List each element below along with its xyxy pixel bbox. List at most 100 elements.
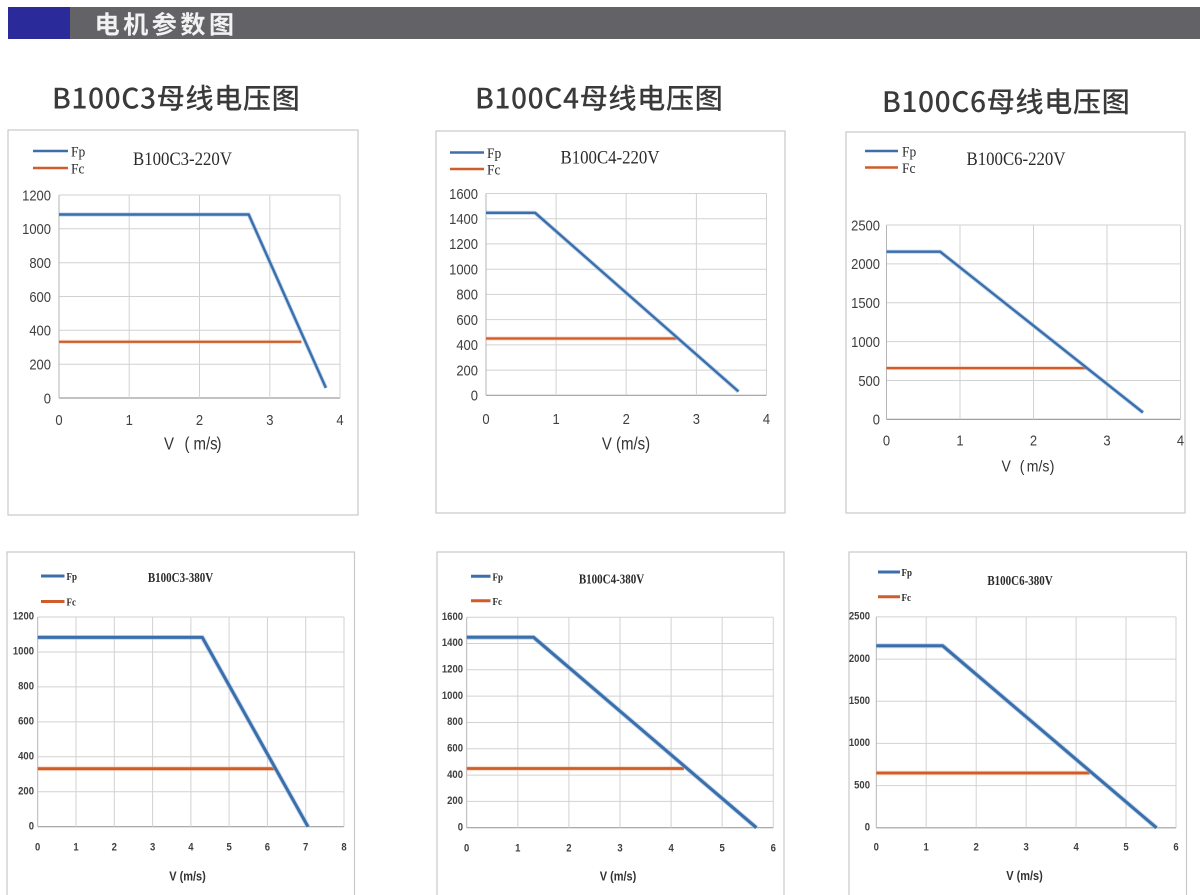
svg-text:600: 600 <box>447 743 463 755</box>
svg-text:(: ( <box>1020 458 1025 476</box>
svg-text:6: 6 <box>265 842 270 854</box>
svg-text:0: 0 <box>865 822 870 834</box>
svg-text:5: 5 <box>1123 842 1128 854</box>
svg-text:4: 4 <box>1073 842 1078 854</box>
svg-text:1400: 1400 <box>449 210 478 227</box>
svg-text:1400: 1400 <box>442 638 463 650</box>
svg-text:Fc: Fc <box>902 161 915 178</box>
svg-text:800: 800 <box>29 254 51 271</box>
svg-text:500: 500 <box>858 372 880 389</box>
svg-text:1: 1 <box>515 843 520 855</box>
svg-text:Fp: Fp <box>493 572 504 584</box>
svg-text:1000: 1000 <box>851 333 880 350</box>
svg-text:B100C4-220V: B100C4-220V <box>561 146 660 167</box>
svg-text:Fp: Fp <box>487 146 501 163</box>
svg-text:m/s: m/s <box>194 435 218 454</box>
svg-text:V (m/s): V (m/s) <box>169 868 206 883</box>
svg-text:4: 4 <box>188 842 193 854</box>
svg-text:8: 8 <box>341 842 346 854</box>
svg-text:1000: 1000 <box>442 690 463 702</box>
svg-text:Fc: Fc <box>493 596 503 608</box>
svg-text:7: 7 <box>303 842 308 854</box>
svg-text:1600: 1600 <box>449 185 478 202</box>
svg-text:600: 600 <box>456 311 478 328</box>
svg-text:3: 3 <box>617 843 622 855</box>
svg-text:1: 1 <box>552 410 559 427</box>
svg-text:1000: 1000 <box>13 646 34 658</box>
svg-text:600: 600 <box>29 288 51 305</box>
svg-text:B100C4-380V: B100C4-380V <box>579 571 644 586</box>
svg-text:4: 4 <box>668 843 673 855</box>
svg-text:1200: 1200 <box>442 664 463 676</box>
svg-text:0: 0 <box>883 431 890 448</box>
svg-text:m/s: m/s <box>1027 458 1050 476</box>
svg-text:3: 3 <box>693 410 700 427</box>
svg-text:1000: 1000 <box>449 261 478 278</box>
svg-text:0: 0 <box>55 411 62 428</box>
svg-text:1500: 1500 <box>851 294 880 311</box>
svg-text:0: 0 <box>44 389 51 406</box>
svg-text:3: 3 <box>266 411 273 428</box>
svg-text:Fc: Fc <box>67 597 77 609</box>
svg-text:400: 400 <box>18 751 34 763</box>
svg-text:0: 0 <box>471 387 478 404</box>
svg-text:2: 2 <box>112 842 117 854</box>
svg-text:4: 4 <box>336 411 343 428</box>
svg-text:): ) <box>217 435 222 454</box>
svg-text:2: 2 <box>566 843 571 855</box>
svg-text:0: 0 <box>29 821 34 833</box>
svg-text:400: 400 <box>447 769 463 781</box>
svg-text:2: 2 <box>974 842 979 854</box>
svg-text:0: 0 <box>458 822 463 834</box>
svg-text:0: 0 <box>873 411 880 428</box>
svg-text:1600: 1600 <box>442 611 463 623</box>
svg-text:V (m/s): V (m/s) <box>602 434 650 453</box>
svg-text:4: 4 <box>763 410 770 427</box>
svg-text:1200: 1200 <box>449 235 478 252</box>
svg-text:2: 2 <box>1030 431 1037 448</box>
svg-text:200: 200 <box>18 786 34 798</box>
svg-text:200: 200 <box>29 356 51 373</box>
svg-text:400: 400 <box>29 322 51 339</box>
svg-text:3: 3 <box>1024 842 1029 854</box>
svg-text:Fp: Fp <box>67 572 78 584</box>
svg-text:6: 6 <box>771 843 776 855</box>
svg-text:4: 4 <box>1177 431 1184 448</box>
svg-text:1: 1 <box>126 411 133 428</box>
svg-text:0: 0 <box>35 842 40 854</box>
svg-text:500: 500 <box>854 780 870 792</box>
svg-text:0: 0 <box>482 410 489 427</box>
svg-text:Fc: Fc <box>487 162 500 179</box>
svg-text:B100C3-220V: B100C3-220V <box>133 148 232 169</box>
svg-text:V: V <box>1002 458 1011 476</box>
svg-text:1200: 1200 <box>22 186 51 203</box>
svg-text:B100C6-220V: B100C6-220V <box>967 148 1066 169</box>
svg-text:V (m/s): V (m/s) <box>1006 868 1043 883</box>
svg-text:600: 600 <box>18 716 34 728</box>
svg-text:): ) <box>1050 458 1055 476</box>
svg-text:800: 800 <box>447 717 463 729</box>
svg-text:0: 0 <box>464 843 469 855</box>
svg-text:1200: 1200 <box>13 611 34 623</box>
svg-text:V (m/s): V (m/s) <box>600 868 637 883</box>
svg-text:1: 1 <box>73 842 78 854</box>
svg-text:2500: 2500 <box>851 216 880 233</box>
svg-text:3: 3 <box>150 842 155 854</box>
svg-text:5: 5 <box>226 842 231 854</box>
svg-text:(: ( <box>185 435 191 454</box>
svg-text:2: 2 <box>196 411 203 428</box>
svg-text:200: 200 <box>456 362 478 379</box>
svg-text:800: 800 <box>456 286 478 303</box>
svg-text:3: 3 <box>1103 431 1110 448</box>
svg-text:0: 0 <box>874 842 879 854</box>
svg-text:B100C6-380V: B100C6-380V <box>987 573 1052 588</box>
svg-text:200: 200 <box>447 795 463 807</box>
svg-text:Fp: Fp <box>902 144 916 161</box>
svg-text:1000: 1000 <box>22 220 51 237</box>
svg-text:Fc: Fc <box>71 161 84 178</box>
svg-text:2500: 2500 <box>849 611 870 623</box>
svg-text:1: 1 <box>924 842 929 854</box>
svg-text:800: 800 <box>18 681 34 693</box>
svg-text:2000: 2000 <box>851 255 880 272</box>
svg-text:Fp: Fp <box>902 568 913 580</box>
